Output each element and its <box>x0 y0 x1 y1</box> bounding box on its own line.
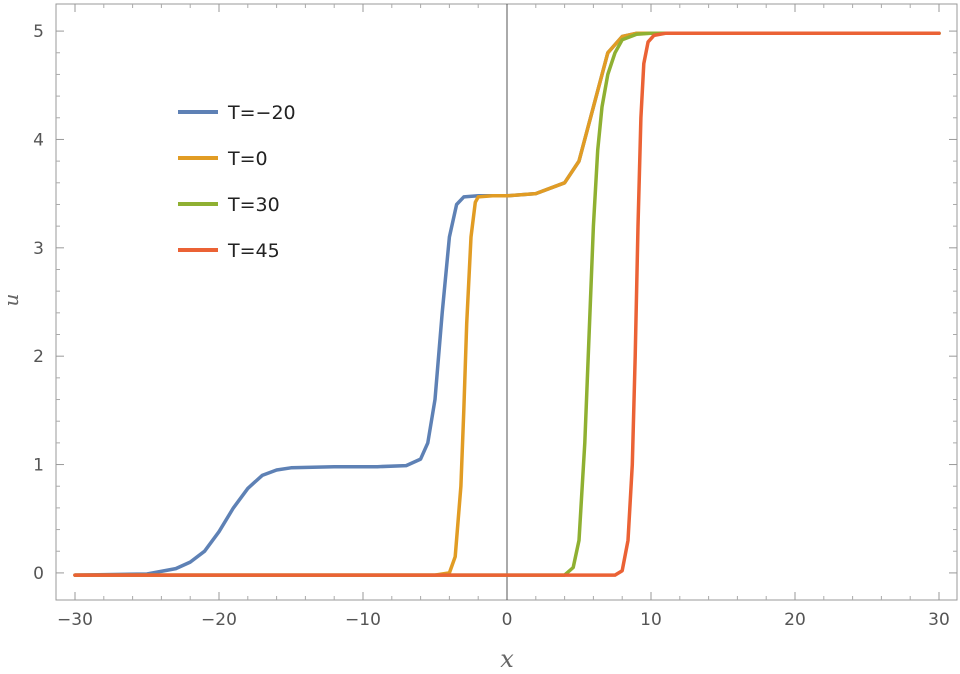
x-tick-label: 10 <box>640 610 662 630</box>
legend-label: T=−20 <box>227 102 296 124</box>
y-tick-label: 1 <box>33 456 44 476</box>
y-axis-label: u <box>0 294 23 307</box>
x-tick-label: −20 <box>201 610 237 630</box>
x-tick-label: −10 <box>345 610 381 630</box>
series-lines <box>73 31 941 577</box>
x-tick-label: 20 <box>784 610 806 630</box>
legend-label: T=45 <box>227 240 280 262</box>
x-tick-label: 0 <box>502 610 513 630</box>
y-tick-label: 5 <box>33 22 44 42</box>
x-tick-label: −30 <box>57 610 93 630</box>
y-tick-label: 3 <box>33 239 44 259</box>
axis-ticks <box>56 4 957 600</box>
legend-label: T=0 <box>227 148 268 170</box>
tick-labels: −30 −20 −10 0 10 20 30 0 1 2 3 4 5 <box>33 22 950 630</box>
x-axis-label: x <box>500 645 514 673</box>
legend: T=−20 T=0 T=30 T=45 <box>178 102 296 262</box>
x-tick-label: 30 <box>928 610 950 630</box>
y-tick-label: 0 <box>33 564 44 584</box>
y-tick-label: 4 <box>33 130 44 150</box>
legend-label: T=30 <box>227 194 280 216</box>
y-tick-label: 2 <box>33 347 44 367</box>
series-line-4 <box>73 31 941 577</box>
